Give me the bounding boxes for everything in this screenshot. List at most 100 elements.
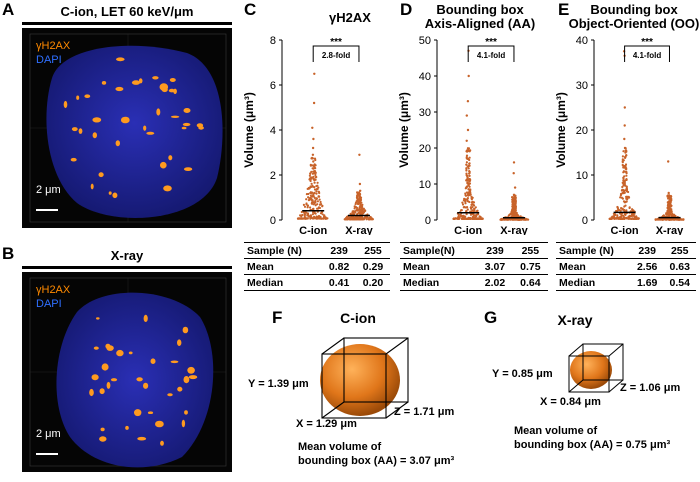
data-point [619,209,622,212]
panel-b-title-bar [22,266,232,269]
focus-dot [63,100,68,109]
data-point [313,196,316,199]
focus-dot [70,157,77,162]
significance-bracket [312,45,360,62]
fold-change-label: 4.1-fold [633,51,662,60]
chart-c-title: γH2AX [329,10,371,25]
data-point [465,210,468,213]
data-point [627,196,630,199]
data-point [621,155,624,158]
data-point [356,213,359,216]
data-point [666,206,669,209]
data-point [306,212,310,215]
data-point [299,214,302,217]
focus-dot [99,436,107,442]
data-point [668,218,671,221]
focus-dot [147,411,154,414]
data-point [624,164,627,168]
data-point [313,188,317,191]
panel-b-title: X-ray [110,248,144,263]
data-point [469,149,472,152]
chart-e-title: Bounding box Object-Oriented (OO) [568,3,700,31]
scale-bar-label-a: 2 μm [36,184,61,196]
data-point [620,193,623,196]
data-point [618,217,621,220]
focus-dot [143,125,147,131]
data-point [467,74,470,78]
y-tick-label: 0 [425,215,431,227]
data-point [318,203,322,206]
data-point [624,167,627,170]
focus-dot [168,88,175,93]
bounding-box-x-ray [568,343,624,393]
legend-gh2ax-b: γH2AX [36,284,71,296]
data-point [356,218,359,221]
focus-dot [131,80,141,85]
data-point [316,181,319,184]
table-cell: Median [244,274,323,291]
data-point [502,218,506,221]
focus-dot [137,436,147,441]
data-point [510,212,513,215]
focus-dot [93,346,99,350]
data-point [312,175,315,178]
data-point [637,217,640,220]
chart-e-title-line2: Object-Oriented (OO) [568,16,700,31]
data-point [667,208,670,211]
data-point [671,212,674,215]
data-point [681,218,684,221]
data-point [325,217,328,220]
data-point [478,215,481,218]
data-point [623,213,627,216]
data-point [309,172,312,175]
data-point [668,194,671,197]
focus-dot [78,128,83,134]
chart-c: 0 2 4 6 8 Volume (μm³) C-ion X-ray *** 2.8-fold [242,35,374,235]
focus-dot [116,349,124,357]
data-point [467,167,470,170]
focus-dot [181,419,186,428]
table-cell: 239 [477,242,513,259]
focus-dot [170,115,180,119]
focus-dot [146,131,155,135]
data-point [358,197,361,200]
data-point [623,146,627,150]
data-point [310,216,313,219]
panel-label-b: B [2,244,15,263]
data-point [310,182,313,185]
data-point [309,179,312,182]
data-point [314,204,317,207]
data-point [356,198,359,201]
data-point [610,216,613,219]
data-point [465,167,468,170]
focus-dot [116,57,125,62]
data-point [507,218,510,221]
data-point [619,196,622,199]
x-category-label: C-ion [611,225,639,235]
data-point [623,124,626,127]
focus-dot [136,377,143,382]
data-point [305,202,308,205]
bounding-box-c-ion [320,337,409,419]
y-tick-label: 10 [419,179,431,191]
panel-label-d: D [400,0,413,19]
data-point [305,198,308,201]
data-point [667,202,670,205]
data-point [622,177,625,180]
table-row: Mean 3.07 0.75 [400,258,548,275]
data-point [624,189,627,192]
data-point [514,202,517,205]
x-ray-nucleus-image [29,277,227,468]
data-point [357,218,361,221]
data-point [464,202,467,205]
table-cell: 239 [630,242,664,259]
table-cell: Median [400,274,478,291]
scale-bar-line-b [36,453,58,455]
data-point [670,210,673,213]
data-point [356,202,360,205]
focus-dot [183,376,190,384]
table-cell: 239 [322,242,357,259]
table-cell: 255 [512,242,548,259]
focus-dot [115,86,124,92]
data-point [513,205,516,208]
